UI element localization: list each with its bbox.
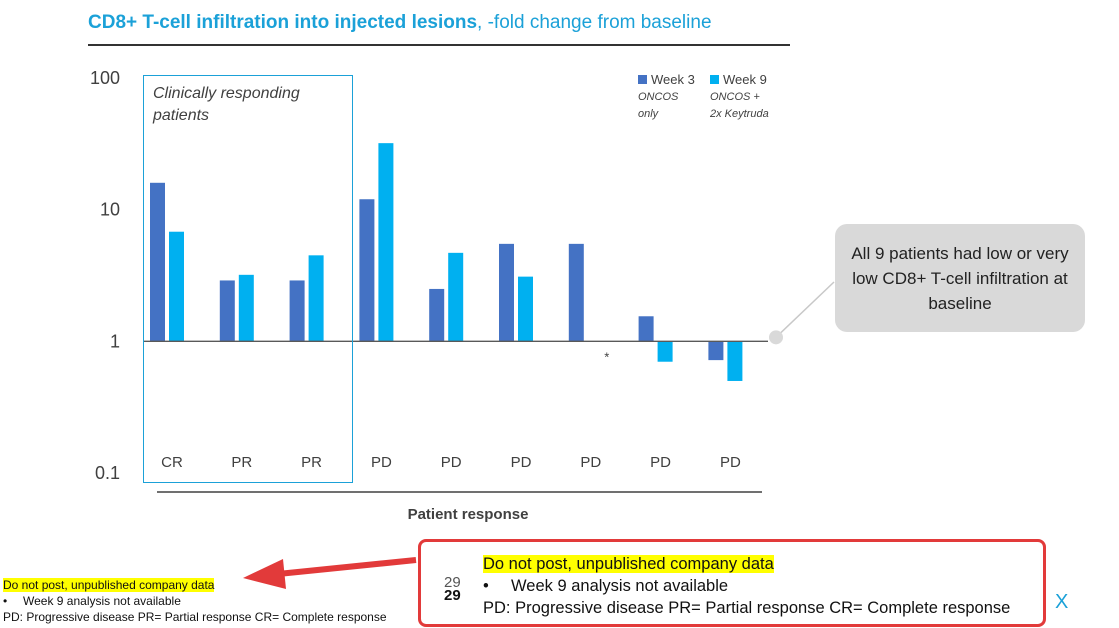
close-button[interactable]: X <box>1055 591 1069 613</box>
x-category-label: PD <box>511 454 532 471</box>
x-category-label: PR <box>301 454 322 471</box>
legend-swatch-week3 <box>638 75 647 84</box>
bar-week9 <box>378 143 394 342</box>
legend-sub1-week9: ONCOS + <box>710 91 760 103</box>
y-tick-label: 10 <box>100 200 120 220</box>
y-tick-label: 1 <box>110 331 120 351</box>
bar-week9 <box>238 274 254 342</box>
legend-sub2-week9: 2x Keytruda <box>710 108 769 120</box>
footnote-bullet: Week 9 analysis not available <box>23 594 181 608</box>
chart-title: CD8+ T-cell infiltration into injected l… <box>88 12 712 34</box>
page-number: 29 29 <box>444 574 461 604</box>
x-category-label: PR <box>231 454 252 471</box>
bar-week3 <box>499 243 514 342</box>
x-axis-label: Patient response <box>407 506 529 523</box>
footnote-bullet-symbol: • <box>3 594 8 608</box>
responding-patients-box <box>143 75 353 483</box>
bar-week3 <box>568 243 584 342</box>
red-arrow-shaft <box>277 557 417 577</box>
page-number-main: 29 <box>444 587 461 604</box>
page-number-shadow: 29 <box>444 574 461 591</box>
legend-swatch-week9 <box>710 75 719 84</box>
callout-anchor-dot <box>769 330 783 345</box>
zoom-bullet-symbol: • <box>483 577 489 595</box>
bar-week9 <box>518 276 533 342</box>
x-category-label: PD <box>580 454 601 471</box>
red-arrow-head <box>243 559 286 589</box>
zoom-warning: Do not post, unpublished company data <box>483 555 774 573</box>
bar-week9 <box>657 341 673 362</box>
callout-text: All 9 patients had low or very low CD8+ … <box>851 243 1069 313</box>
x-category-label: PD <box>720 454 741 471</box>
legend-label-week3: Week 3 <box>651 72 695 87</box>
legend-item-week3: Week 3 ONCOS only <box>638 72 695 123</box>
bar-week9 <box>727 341 743 381</box>
bar-week9 <box>169 231 184 342</box>
x-category-label: CR <box>161 454 183 471</box>
zoom-bullet: Week 9 analysis not available <box>511 577 729 595</box>
zoom-legend: PD: Progressive disease PR= Partial resp… <box>483 599 1011 617</box>
y-tick-label: 100 <box>90 68 120 88</box>
bar-week3 <box>359 199 375 342</box>
bar-week3 <box>638 316 654 342</box>
footnote-warning: Do not post, unpublished company data <box>3 578 215 592</box>
footnote-legend: PD: Progressive disease PR= Partial resp… <box>3 610 387 624</box>
title-rule <box>88 44 790 46</box>
legend-item-week9: Week 9 ONCOS + 2x Keytruda <box>710 72 769 123</box>
x-category-label: PD <box>371 454 392 471</box>
legend-sub2-week3: only <box>638 108 659 120</box>
baseline-callout: All 9 patients had low or very low CD8+ … <box>835 224 1085 332</box>
y-tick-label: 0.1 <box>95 463 120 483</box>
bar-week9 <box>448 252 464 342</box>
responding-patients-label: Clinically responding patients <box>153 85 300 124</box>
footnote-zoom-text: Do not post, unpublished company data • W… <box>483 553 1010 619</box>
bar-week9 <box>308 255 324 342</box>
bar-week3 <box>150 182 165 342</box>
footnote-small: Do not post, unpublished company data • W… <box>3 577 387 625</box>
callout-connector <box>775 281 835 338</box>
bar-week3 <box>289 280 305 342</box>
bar-week3 <box>708 341 724 361</box>
x-category-label: PD <box>441 454 462 471</box>
legend-sub1-week3: ONCOS <box>638 91 679 103</box>
missing-data-asterisk: * <box>604 349 609 364</box>
bar-week3 <box>219 280 235 342</box>
chart-title-bold: CD8+ T-cell infiltration into injected l… <box>88 12 478 33</box>
legend-label-week9: Week 9 <box>723 72 767 87</box>
x-category-label: PD <box>650 454 671 471</box>
footnote-zoom-box: 29 29 Do not post, unpublished company d… <box>418 539 1046 627</box>
bar-week3 <box>429 288 445 342</box>
chart-title-rest: , -fold change from baseline <box>477 12 712 33</box>
